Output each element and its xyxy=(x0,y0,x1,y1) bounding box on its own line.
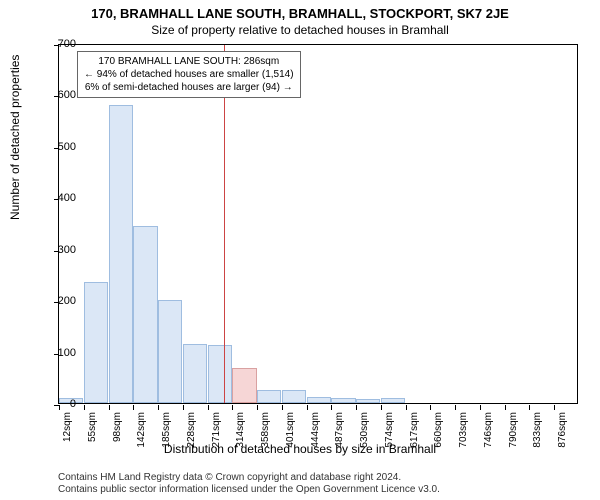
histogram-bar xyxy=(183,344,207,403)
x-tick xyxy=(480,405,481,410)
x-tick xyxy=(356,405,357,410)
x-tick xyxy=(406,405,407,410)
x-tick xyxy=(208,405,209,410)
x-tick xyxy=(554,405,555,410)
histogram-bar xyxy=(257,390,281,403)
footer-attribution: Contains HM Land Registry data © Crown c… xyxy=(58,472,440,496)
x-tick-label: 12sqm xyxy=(62,412,73,442)
x-tick xyxy=(257,405,258,410)
y-axis-label: Number of detached properties xyxy=(8,55,22,220)
histogram-bar xyxy=(133,226,157,403)
reference-line xyxy=(224,45,225,403)
histogram-bar xyxy=(84,282,108,403)
x-tick xyxy=(133,405,134,410)
y-tick-label: 300 xyxy=(46,244,76,256)
y-tick-label: 100 xyxy=(46,347,76,359)
info-box: 170 BRAMHALL LANE SOUTH: 286sqm← 94% of … xyxy=(77,51,301,98)
chart-title-main: 170, BRAMHALL LANE SOUTH, BRAMHALL, STOC… xyxy=(0,0,600,21)
x-tick xyxy=(282,405,283,410)
x-tick-label: 55sqm xyxy=(87,412,98,442)
histogram-bar xyxy=(208,345,232,403)
y-tick-label: 400 xyxy=(46,192,76,204)
footer-line-2: Contains public sector information licen… xyxy=(58,484,440,496)
info-line-1: 170 BRAMHALL LANE SOUTH: 286sqm xyxy=(84,55,294,68)
x-tick xyxy=(529,405,530,410)
histogram-bar xyxy=(232,368,256,403)
y-tick-label: 600 xyxy=(46,89,76,101)
histogram-bar xyxy=(307,397,331,403)
y-tick-label: 0 xyxy=(46,398,76,410)
x-tick xyxy=(381,405,382,410)
info-line-3: 6% of semi-detached houses are larger (9… xyxy=(84,81,294,94)
histogram-bar xyxy=(282,390,306,403)
info-line-2: ← 94% of detached houses are smaller (1,… xyxy=(84,68,294,81)
y-tick-label: 500 xyxy=(46,141,76,153)
y-tick-label: 200 xyxy=(46,295,76,307)
x-tick xyxy=(430,405,431,410)
x-axis-label: Distribution of detached houses by size … xyxy=(0,442,600,456)
footer-line-1: Contains HM Land Registry data © Crown c… xyxy=(58,472,440,484)
histogram-bar xyxy=(158,300,182,403)
x-tick xyxy=(505,405,506,410)
x-tick xyxy=(109,405,110,410)
histogram-bar xyxy=(356,399,380,403)
y-tick-label: 700 xyxy=(46,38,76,50)
x-tick xyxy=(232,405,233,410)
x-tick xyxy=(331,405,332,410)
x-tick-label: 98sqm xyxy=(112,412,123,442)
histogram-bar xyxy=(109,105,133,403)
plot-area: 12sqm55sqm98sqm142sqm185sqm228sqm271sqm3… xyxy=(58,44,578,404)
x-tick xyxy=(455,405,456,410)
x-tick xyxy=(183,405,184,410)
histogram-bar xyxy=(331,398,355,403)
x-tick xyxy=(84,405,85,410)
chart-title-sub: Size of property relative to detached ho… xyxy=(0,21,600,41)
plot-wrap: 12sqm55sqm98sqm142sqm185sqm228sqm271sqm3… xyxy=(58,44,578,404)
histogram-bar xyxy=(381,398,405,403)
chart-container: 170, BRAMHALL LANE SOUTH, BRAMHALL, STOC… xyxy=(0,0,600,500)
x-tick xyxy=(158,405,159,410)
x-tick xyxy=(307,405,308,410)
